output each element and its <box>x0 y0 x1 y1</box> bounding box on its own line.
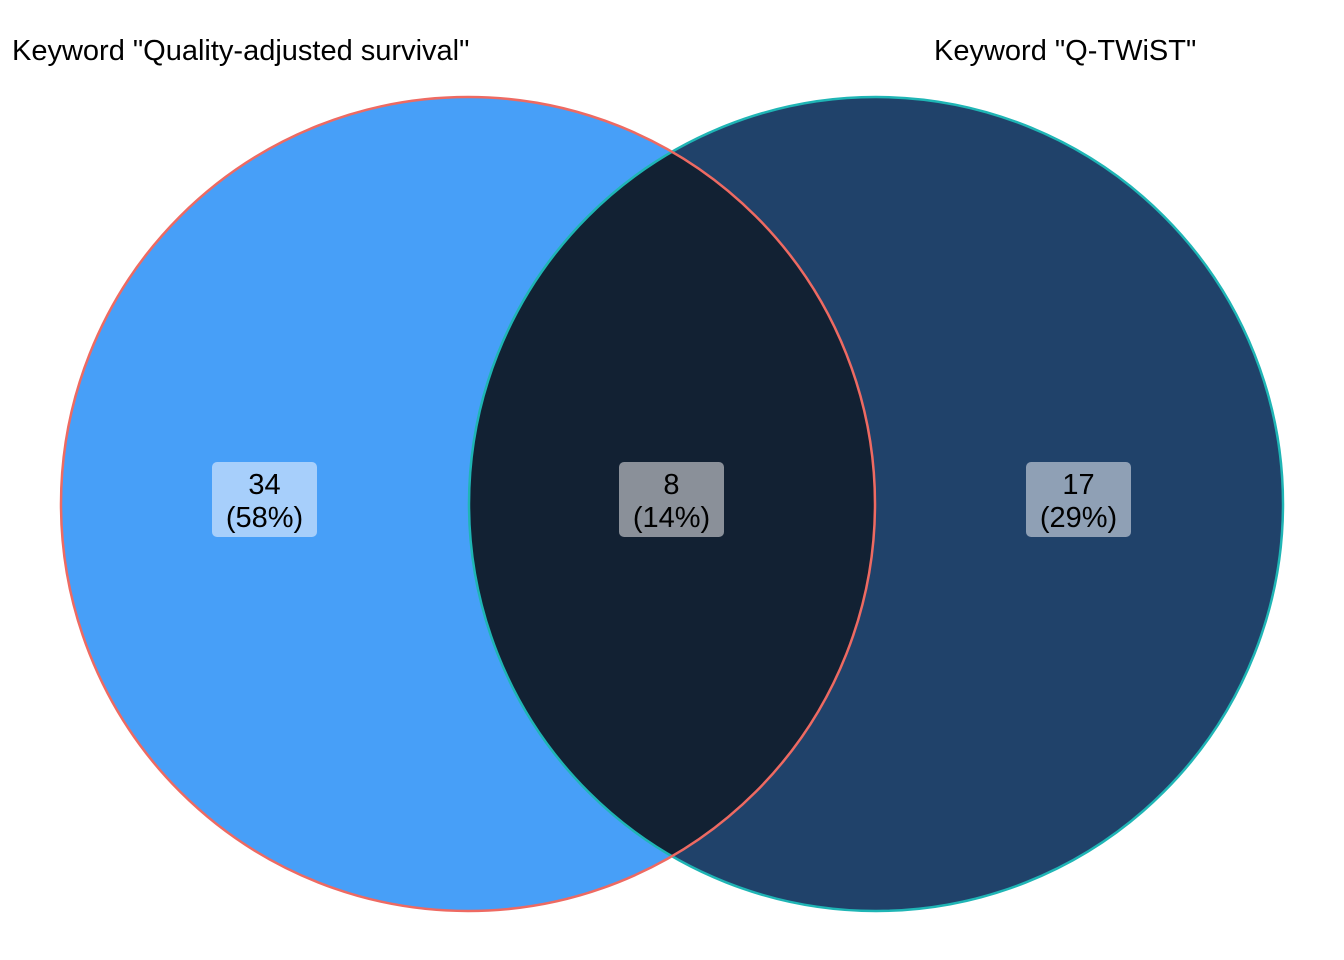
label-background-left-only <box>212 462 317 537</box>
intersection-region <box>469 97 875 911</box>
count-right-only: 17 <box>1062 469 1094 501</box>
region-label-intersection: 8 (14%) <box>619 462 724 537</box>
label-background-intersection <box>619 462 724 537</box>
region-label-right-only: 17 (29%) <box>1026 462 1131 537</box>
set-title-q-twist: Keyword "Q-TWiST" <box>934 35 1196 67</box>
label-background-right-only <box>1026 462 1131 537</box>
region-label-left-only: 34 (58%) <box>212 462 317 537</box>
circle-quality-adjusted-survival-outline <box>59 95 877 913</box>
percent-left-only: (58%) <box>226 502 303 534</box>
circle-q-twist-outline <box>467 95 1285 913</box>
count-left-only: 34 <box>248 469 280 501</box>
count-intersection: 8 <box>663 469 679 501</box>
percent-intersection: (14%) <box>633 502 710 534</box>
percent-right-only: (29%) <box>1040 502 1117 534</box>
set-title-quality-adjusted-survival: Keyword "Quality-adjusted survival" <box>12 35 469 67</box>
